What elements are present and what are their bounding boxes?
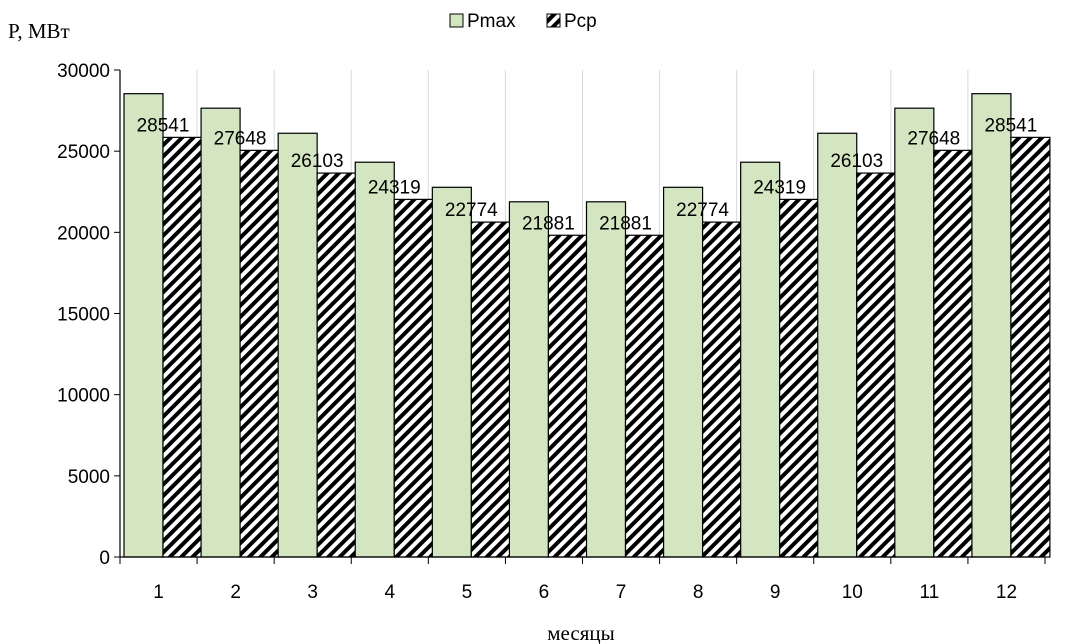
x-tick-label: 10	[842, 582, 863, 603]
x-tick-label: 9	[770, 582, 781, 603]
bar-pcp	[316, 172, 357, 558]
bar-pmax	[894, 107, 935, 558]
bar-pcp	[1010, 136, 1051, 558]
bars	[123, 93, 1051, 558]
bar-pmax	[508, 201, 550, 558]
bar-pcp	[779, 198, 820, 558]
legend-swatch-pcp	[546, 13, 561, 28]
y-tick-label: 25000	[57, 142, 110, 163]
bar-pcp	[701, 221, 743, 558]
data-label: 28541	[137, 115, 190, 136]
y-tick-label: 30000	[57, 61, 110, 82]
bar-pcp	[624, 234, 666, 558]
data-label: 22774	[445, 200, 498, 221]
data-label: 24319	[368, 177, 421, 198]
bar-pmax	[431, 186, 472, 558]
y-tick-label: 15000	[57, 305, 110, 326]
legend-label-pmax: Pmax	[467, 11, 516, 32]
x-tick-label: 12	[996, 582, 1017, 603]
data-label: 26103	[830, 151, 883, 172]
bar-pmax	[277, 132, 318, 558]
data-label: 22774	[676, 200, 729, 221]
bar-pmax	[200, 107, 241, 558]
bar-pmax	[123, 93, 164, 558]
x-axis-title: месяцы	[547, 621, 614, 644]
x-tick-label: 4	[385, 582, 396, 603]
x-tick-label: 7	[616, 582, 627, 603]
data-label: 26103	[291, 151, 344, 172]
x-tick-label: 8	[693, 582, 704, 603]
bar-pcp	[239, 149, 280, 558]
bar-pcp	[856, 172, 897, 558]
y-tick-label: 20000	[57, 223, 110, 244]
y-axis-title: P, МВт	[8, 19, 70, 43]
x-tick-labels: 1 2 3 4 5 6 7 8 9 10 11 12	[153, 582, 1017, 603]
bar-pcp	[470, 221, 511, 558]
data-label: 21881	[522, 213, 575, 234]
data-label: 28541	[984, 115, 1037, 136]
y-tick-labels: 0 5000 10000 15000 20000 25000 30000	[57, 61, 110, 569]
legend: Pmax Pср	[449, 11, 597, 32]
legend-label-pcp: Pср	[564, 11, 597, 32]
legend-swatch-pmax	[449, 13, 464, 28]
data-label: 27648	[907, 128, 960, 149]
bar-pmax	[662, 186, 704, 558]
data-label: 27648	[214, 128, 267, 149]
bar-pmax	[585, 201, 627, 558]
x-tick-label: 11	[920, 582, 940, 603]
bar-pmax	[971, 93, 1012, 558]
y-tick-label: 10000	[57, 386, 110, 407]
bar-pcp	[547, 234, 589, 558]
bar-pmax	[354, 161, 395, 558]
x-tick-label: 1	[153, 582, 164, 603]
axes	[114, 69, 1046, 564]
y-tick-label: 5000	[68, 467, 110, 488]
y-tick-label: 0	[99, 548, 110, 569]
x-tick-label: 6	[539, 582, 550, 603]
bar-pcp	[162, 136, 203, 558]
x-tick-label: 5	[462, 582, 473, 603]
x-tick-label: 2	[230, 582, 241, 603]
bar-pmax	[740, 161, 781, 558]
data-label: 24319	[753, 177, 806, 198]
data-labels: 28541 27648 26103 24319 22774 21881 21881 22774…	[137, 115, 1038, 234]
data-label: 21881	[599, 213, 652, 234]
bar-pmax	[817, 132, 858, 558]
x-tick-label: 3	[307, 582, 318, 603]
bar-pcp	[393, 198, 434, 558]
bar-pcp	[933, 149, 974, 558]
